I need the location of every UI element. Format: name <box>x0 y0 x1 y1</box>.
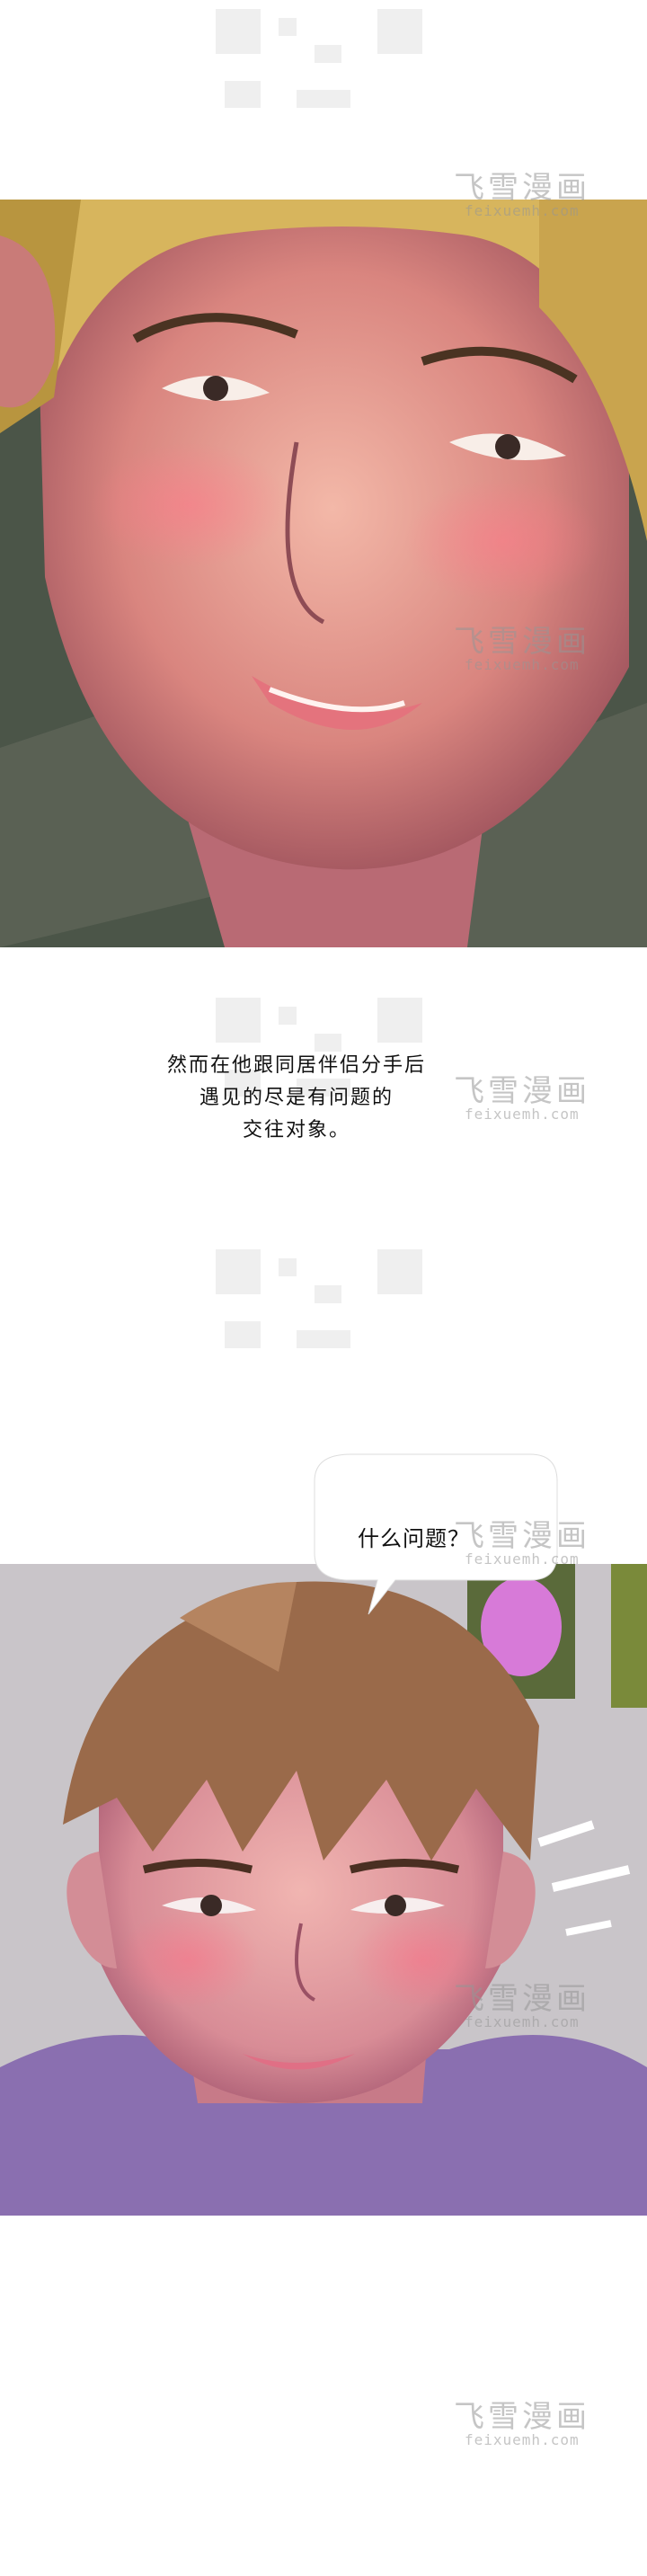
speech-bubble <box>314 1453 558 1615</box>
narration-line-1: 然而在他跟同居伴侣分手后 <box>166 1054 426 1077</box>
watermark-title: 飞雪漫画 <box>454 2399 590 2435</box>
watermark-title: 飞雪漫画 <box>454 1073 590 1109</box>
comic-panel-brown-haired-man <box>0 1564 647 2216</box>
watermark-url: feixuemh.com <box>465 2431 580 2448</box>
qr-pattern-middle <box>216 998 422 1097</box>
blonde-man-illustration <box>0 200 647 947</box>
comic-panel-blonde-man <box>0 200 647 947</box>
narration-caption: 然而在他跟同居伴侣分手后 遇见的尽是有问题的 交往对象。 <box>135 1050 458 1147</box>
narration-line-2: 遇见的尽是有问题的 <box>199 1087 394 1109</box>
narration-line-3: 交往对象。 <box>242 1119 350 1141</box>
qr-pattern-lower <box>216 1249 422 1348</box>
watermark-url: feixuemh.com <box>465 1106 580 1123</box>
brown-haired-man-illustration <box>0 1564 647 2216</box>
watermark: 飞雪漫画 feixuemh.com <box>418 2359 616 2467</box>
qr-pattern-top <box>216 9 422 108</box>
speech-bubble-text: 什么问题？ <box>358 1526 470 1551</box>
